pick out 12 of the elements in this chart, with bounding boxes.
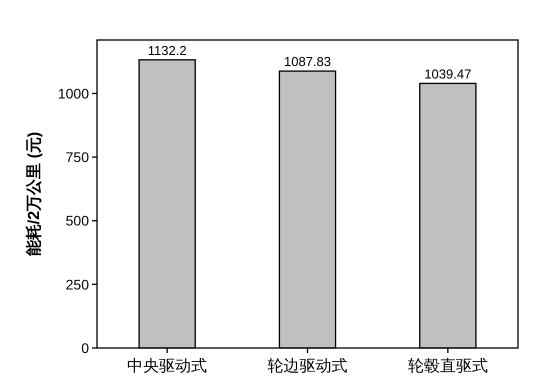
data-label: 1087.83 [284,54,331,70]
x-tick-label: 轮毂直驱式 [408,357,488,375]
y-tick-label: 250 [66,276,90,292]
data-label: 1132.2 [148,42,187,58]
y-tick-label: 0 [81,340,90,356]
y-tick-label: 1000 [58,85,90,102]
data-label: 1039.47 [424,66,472,82]
x-tick-label: 轮边驱动式 [268,357,348,375]
y-tick-label: 750 [66,149,90,166]
y-tick-label: 500 [66,212,90,229]
x-tick-label: 中央驱动式 [127,357,208,375]
y-axis-title: 能耗/2万公里 (元) [25,132,43,256]
